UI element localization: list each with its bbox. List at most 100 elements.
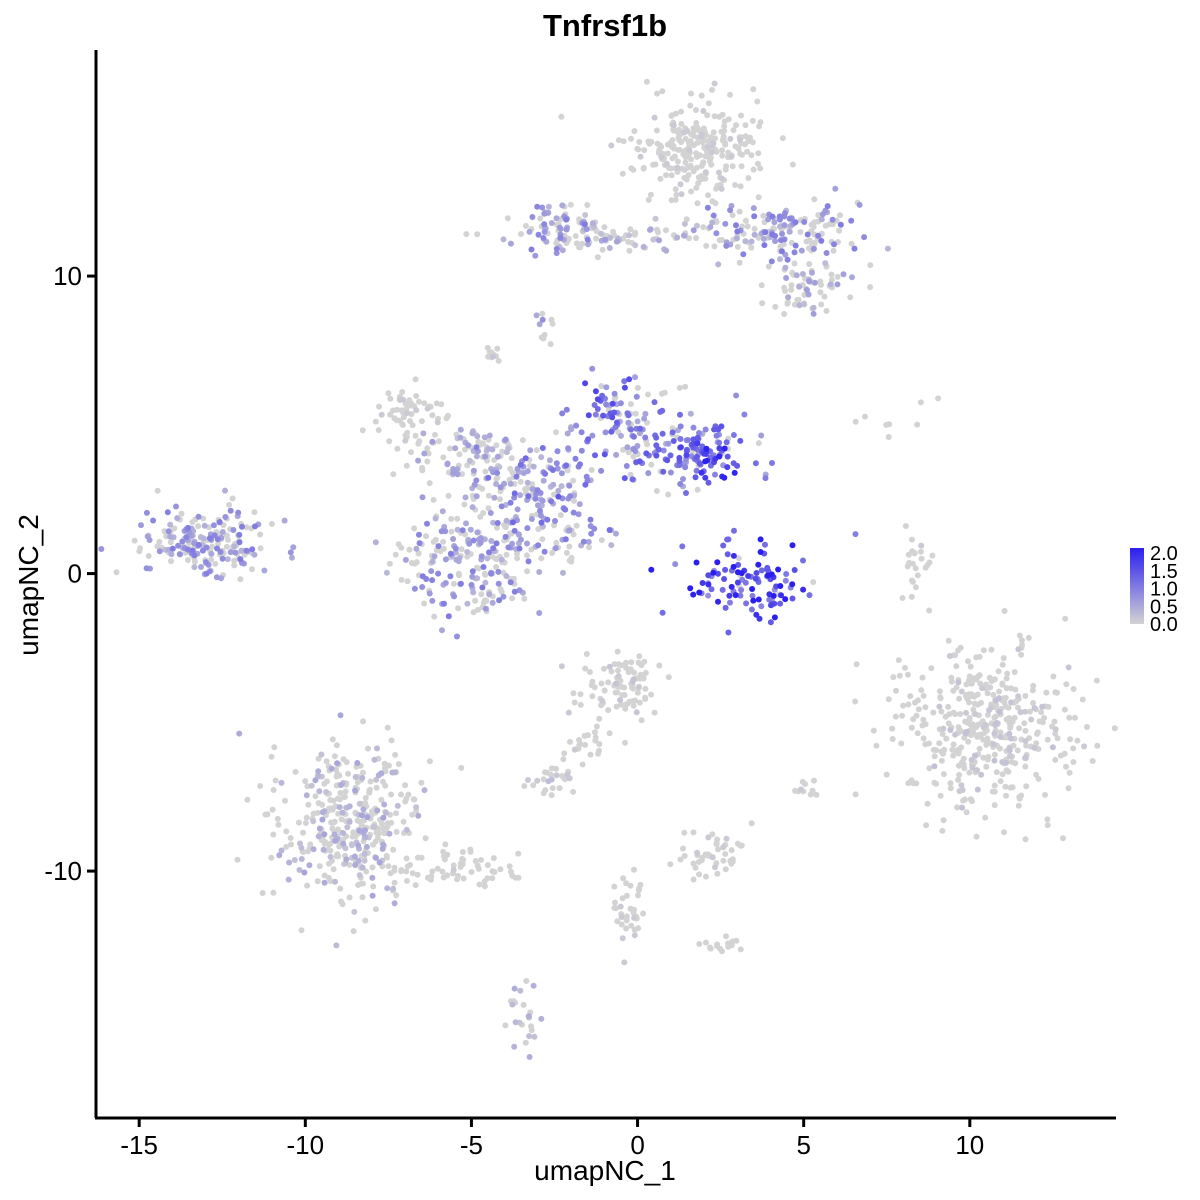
cell-point bbox=[456, 451, 463, 458]
cell-point bbox=[704, 112, 711, 119]
cell-point bbox=[438, 401, 445, 408]
cell-point bbox=[268, 520, 275, 527]
cell-point bbox=[332, 837, 339, 844]
cell-point bbox=[720, 542, 727, 549]
cell-point bbox=[810, 310, 817, 317]
cell-point bbox=[625, 238, 632, 245]
cell-point bbox=[716, 439, 723, 446]
cell-point bbox=[535, 526, 542, 533]
cell-point bbox=[821, 293, 828, 300]
cell-point bbox=[509, 595, 516, 602]
cell-point bbox=[525, 558, 532, 565]
cell-point bbox=[428, 568, 435, 575]
cell-point bbox=[997, 734, 1004, 740]
cell-point bbox=[631, 669, 638, 676]
cell-point bbox=[230, 527, 237, 533]
cell-point bbox=[514, 506, 521, 513]
cell-point bbox=[549, 785, 556, 792]
cell-point bbox=[307, 841, 314, 848]
cell-point bbox=[755, 150, 762, 157]
cell-point bbox=[278, 847, 285, 854]
cell-point bbox=[667, 469, 674, 476]
cell-point bbox=[712, 471, 718, 478]
cell-point bbox=[698, 173, 705, 180]
cell-point bbox=[948, 678, 955, 685]
cell-point bbox=[352, 774, 359, 780]
cell-point bbox=[480, 599, 487, 606]
cell-point bbox=[810, 304, 817, 311]
cell-point bbox=[648, 461, 655, 468]
cell-point bbox=[556, 785, 563, 792]
cell-point bbox=[173, 503, 179, 510]
cell-point bbox=[321, 831, 328, 838]
cell-point bbox=[755, 194, 762, 201]
cell-point bbox=[1031, 744, 1038, 751]
cell-point bbox=[722, 604, 729, 611]
cell-point bbox=[517, 461, 524, 468]
cell-point bbox=[390, 471, 397, 478]
cell-point bbox=[999, 680, 1006, 687]
cell-point bbox=[511, 490, 518, 497]
cell-point bbox=[283, 843, 290, 850]
cell-point bbox=[729, 163, 736, 170]
cell-point bbox=[156, 538, 163, 545]
cell-point bbox=[287, 835, 294, 841]
cell-point bbox=[623, 664, 630, 671]
cell-point bbox=[779, 135, 786, 142]
cell-point bbox=[359, 864, 366, 871]
cell-point bbox=[1016, 632, 1023, 639]
cell-point bbox=[407, 418, 413, 424]
cell-point bbox=[605, 679, 612, 686]
cell-point bbox=[403, 855, 410, 862]
cell-point bbox=[970, 706, 977, 713]
cell-point bbox=[524, 552, 530, 559]
x-tick-label: 0 bbox=[630, 1130, 644, 1160]
cell-point bbox=[138, 522, 144, 529]
cell-point bbox=[618, 921, 625, 928]
cell-point bbox=[555, 493, 562, 500]
cell-point bbox=[663, 247, 670, 254]
cell-point bbox=[912, 699, 918, 706]
cell-point bbox=[1062, 615, 1069, 622]
cell-point bbox=[257, 531, 264, 538]
cell-point bbox=[683, 490, 689, 496]
cell-point bbox=[360, 769, 366, 776]
legend-labels: 2.01.51.00.50.0 bbox=[1150, 543, 1178, 636]
cell-point bbox=[770, 592, 777, 599]
cell-point bbox=[806, 592, 813, 599]
cell-point bbox=[633, 393, 640, 400]
cell-point bbox=[672, 561, 679, 568]
cell-point bbox=[969, 723, 976, 730]
cell-point bbox=[270, 787, 277, 793]
cell-point bbox=[541, 548, 548, 555]
cell-point bbox=[572, 233, 579, 239]
cell-point bbox=[516, 545, 523, 552]
cell-point bbox=[257, 783, 264, 789]
cell-point bbox=[823, 250, 830, 256]
cell-point bbox=[693, 107, 699, 113]
cell-point bbox=[904, 671, 911, 678]
cell-point bbox=[750, 86, 757, 93]
cell-point bbox=[956, 695, 963, 702]
cell-point bbox=[908, 724, 915, 731]
cell-point bbox=[698, 857, 705, 864]
cell-point bbox=[718, 128, 725, 135]
cell-point bbox=[143, 509, 150, 516]
cell-point bbox=[681, 853, 688, 859]
cell-point bbox=[212, 560, 219, 567]
cell-point bbox=[419, 494, 426, 501]
cell-point bbox=[801, 300, 807, 307]
cell-point bbox=[359, 880, 366, 887]
cell-point bbox=[694, 200, 701, 207]
cell-point bbox=[453, 556, 460, 563]
cell-point bbox=[341, 794, 348, 800]
cell-point bbox=[1052, 726, 1059, 733]
cell-point bbox=[653, 127, 660, 134]
color-legend: 2.01.51.00.50.0 bbox=[1130, 543, 1178, 636]
cell-point bbox=[724, 551, 731, 558]
cell-point bbox=[712, 864, 718, 871]
cell-point bbox=[589, 365, 596, 372]
cell-point bbox=[227, 507, 234, 514]
cell-point bbox=[718, 175, 725, 182]
cell-point bbox=[557, 512, 564, 519]
